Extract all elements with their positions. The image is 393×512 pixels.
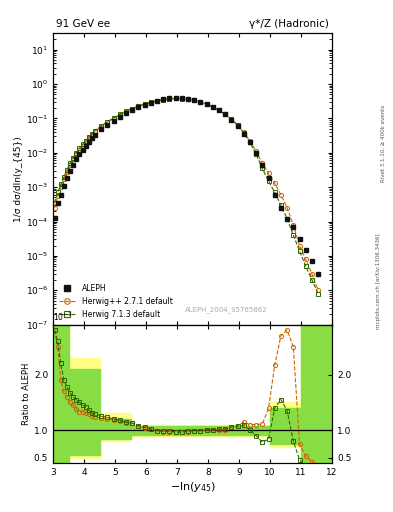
Y-axis label: Ratio to ALEPH: Ratio to ALEPH — [22, 363, 31, 425]
Text: $10^{-7}$: $10^{-7}$ — [53, 311, 72, 323]
Text: Rivet 3.1.10, ≥ 400k events: Rivet 3.1.10, ≥ 400k events — [381, 105, 386, 182]
Text: mcplots.cern.ch [arXiv:1306.3436]: mcplots.cern.ch [arXiv:1306.3436] — [376, 234, 381, 329]
Text: 91 GeV ee: 91 GeV ee — [56, 19, 110, 29]
Text: γ*/Z (Hadronic): γ*/Z (Hadronic) — [250, 19, 329, 29]
Legend: ALEPH, Herwig++ 2.7.1 default, Herwig 7.1.3 default: ALEPH, Herwig++ 2.7.1 default, Herwig 7.… — [56, 281, 176, 322]
Y-axis label: 1/σ dσ/dln(y_{45}): 1/σ dσ/dln(y_{45}) — [14, 136, 23, 222]
X-axis label: $-\ln(y_{45})$: $-\ln(y_{45})$ — [169, 480, 216, 494]
Text: ALEPH_2004_S5765862: ALEPH_2004_S5765862 — [185, 306, 267, 313]
